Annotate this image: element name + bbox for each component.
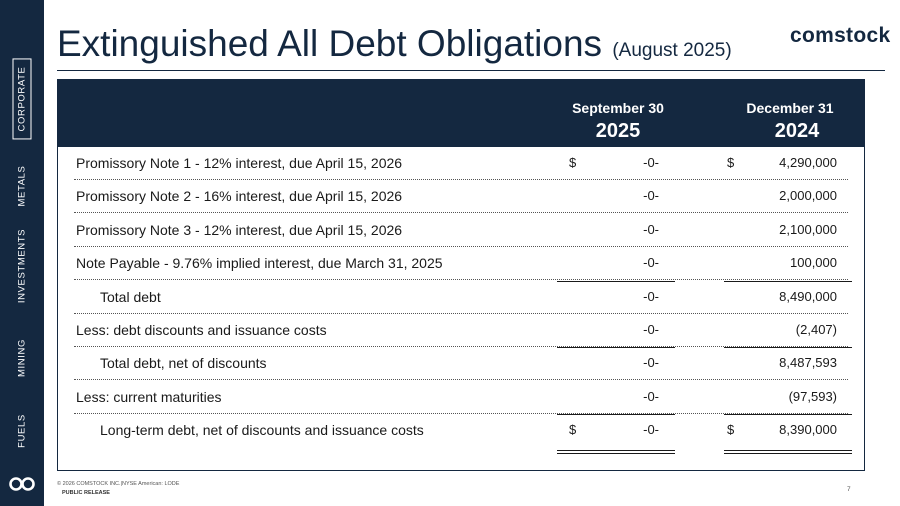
- value-2024: 2,100,000: [779, 221, 837, 237]
- sidebar-item-mining[interactable]: MINING: [16, 339, 28, 377]
- total-double-rule: [557, 449, 675, 454]
- sidebar-item-fuels[interactable]: FUELS: [16, 414, 28, 448]
- row-divider: [74, 312, 848, 314]
- row-label: Less: current maturities: [76, 388, 222, 405]
- row-divider: [74, 412, 848, 414]
- value-2024: (2,407): [795, 322, 837, 337]
- row-divider: [74, 245, 848, 247]
- table-row: Total debt, net of discounts -0- 8,487,593: [58, 347, 864, 381]
- total-double-rule: [724, 449, 852, 454]
- page-number: 7: [847, 486, 851, 493]
- page-title: Extinguished All Debt Obligations (Augus…: [57, 22, 732, 73]
- table-row: Promissory Note 1 - 12% interest, due Ap…: [58, 147, 864, 180]
- table-row: Total debt -0- 8,490,000: [58, 281, 864, 314]
- value-2025: -0-: [643, 322, 659, 337]
- value-2024: 8,490,000: [779, 288, 837, 304]
- currency-symbol: $: [569, 422, 577, 438]
- table-row: Less: current maturities -0- (97,593): [58, 381, 864, 414]
- subtotal-rule: [724, 347, 852, 349]
- footer-copyright: © 2026 COMSTOCK INC.|NYSE American: LODE: [57, 481, 180, 487]
- row-divider: [74, 379, 848, 381]
- row-divider: [74, 346, 848, 347]
- row-divider: [74, 279, 848, 281]
- table-row: Promissory Note 2 - 16% interest, due Ap…: [58, 180, 864, 214]
- row-label: Note Payable - 9.76% implied interest, d…: [76, 255, 443, 272]
- value-2024: (97,593): [788, 388, 837, 404]
- sidebar-item-corporate[interactable]: CORPORATE: [12, 58, 32, 140]
- table-row: Note Payable - 9.76% implied interest, d…: [58, 247, 864, 281]
- footer-release: PUBLIC RELEASE: [62, 490, 110, 496]
- infinity-logo-icon: [9, 477, 35, 491]
- subtotal-rule: [557, 414, 675, 416]
- table-row: Promissory Note 3 - 12% interest, due Ap…: [58, 214, 864, 247]
- subtotal-rule: [724, 414, 852, 416]
- row-divider: [74, 179, 848, 180]
- row-label: Total debt, net of discounts: [100, 355, 267, 372]
- subtotal-rule: [724, 280, 852, 282]
- col2-month: December 31: [746, 100, 834, 116]
- sidebar-item-investments[interactable]: INVESTMENTS: [16, 228, 28, 304]
- row-label: Less: debt discounts and issuance costs: [76, 322, 327, 338]
- table-row: Long-term debt, net of discounts and iss…: [58, 414, 864, 447]
- row-label: Promissory Note 1 - 12% interest, due Ap…: [76, 155, 403, 171]
- col1-year: 2025: [595, 120, 641, 142]
- title-text: Extinguished All Debt Obligations: [57, 23, 603, 64]
- value-2024: 2,000,000: [779, 188, 837, 204]
- sidebar-nav: CORPORATE METALS INVESTMENTS MINING FUEL…: [0, 0, 44, 506]
- row-label: Promissory Note 3 - 12% interest, due Ap…: [76, 221, 403, 238]
- value-2025: -0-: [643, 221, 659, 237]
- col2-year: 2024: [774, 120, 820, 142]
- col1-month: September 30: [572, 100, 664, 116]
- row-divider: [74, 212, 848, 214]
- value-2025: -0-: [643, 188, 659, 204]
- row-label: Promissory Note 2 - 16% interest, due Ap…: [76, 188, 403, 205]
- row-label: Total debt: [100, 288, 161, 305]
- sidebar-item-metals[interactable]: METALS: [16, 165, 28, 207]
- currency-symbol: $: [727, 155, 735, 170]
- value-2025: -0-: [643, 355, 659, 371]
- subtotal-rule: [557, 347, 675, 349]
- value-2025: -0-: [643, 288, 659, 304]
- currency-symbol: $: [727, 422, 735, 438]
- currency-symbol: $: [569, 155, 577, 170]
- debt-table: September 30 2025 December 31 2024 Promi…: [57, 79, 865, 471]
- value-2024: 8,390,000: [779, 422, 837, 438]
- title-divider: [57, 70, 885, 71]
- value-2025: -0-: [643, 388, 659, 404]
- value-2025: -0-: [643, 255, 659, 271]
- value-2025: -0-: [643, 155, 659, 170]
- table-row: Less: debt discounts and issuance costs -…: [58, 314, 864, 347]
- value-2024: 100,000: [790, 255, 837, 271]
- title-subtitle: (August 2025): [612, 40, 732, 61]
- row-label: Long-term debt, net of discounts and iss…: [100, 422, 424, 439]
- brand-logo: comstock: [790, 24, 891, 47]
- subtotal-rule: [557, 280, 675, 282]
- value-2024: 4,290,000: [779, 155, 837, 170]
- table-header: September 30 2025 December 31 2024: [58, 80, 864, 147]
- value-2024: 8,487,593: [779, 355, 837, 371]
- value-2025: -0-: [643, 422, 659, 438]
